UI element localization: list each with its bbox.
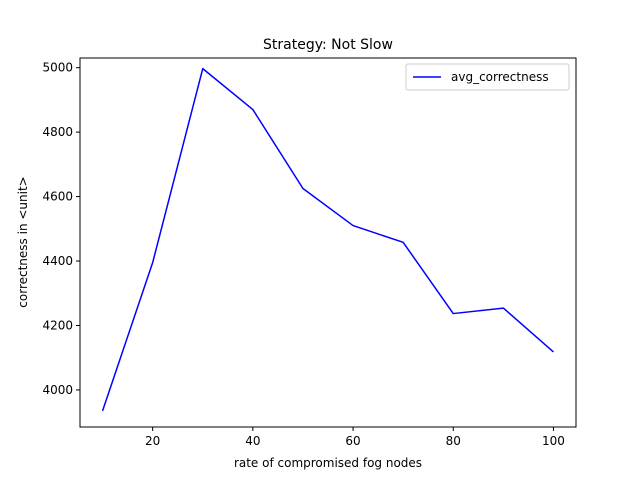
y-axis: 4000 4200 4400 4600 4800 5000	[42, 61, 80, 397]
y-axis-label: correctness in <unit>	[16, 176, 30, 307]
x-axis: 20 40 60 80 100	[145, 427, 565, 448]
x-tick-label: 20	[145, 434, 160, 448]
chart-title: Strategy: Not Slow	[263, 37, 393, 53]
data-point	[152, 262, 154, 264]
series-layer	[101, 67, 555, 412]
plot-frame	[79, 57, 577, 428]
data-point	[503, 307, 505, 309]
data-point	[302, 188, 304, 190]
data-point	[402, 242, 404, 244]
y-tick-label: 4600	[42, 190, 73, 204]
legend: avg_correctness	[405, 63, 570, 91]
y-tick-label: 5000	[42, 61, 73, 75]
series-line	[101, 67, 554, 412]
y-tick-label: 4000	[42, 383, 73, 397]
x-tick-label: 40	[245, 434, 260, 448]
legend-label: avg_correctness	[451, 70, 549, 84]
x-tick-label: 60	[345, 434, 360, 448]
plot-area	[79, 57, 577, 428]
y-tick-label: 4200	[42, 318, 73, 332]
data-point	[553, 351, 555, 353]
data-point	[102, 410, 104, 412]
y-tick-label: 4800	[42, 125, 73, 139]
data-point	[352, 225, 354, 227]
data-point	[452, 313, 454, 315]
x-axis-label: rate of compromised fog nodes	[234, 456, 422, 470]
x-tick-label: 80	[446, 434, 461, 448]
data-point	[252, 109, 254, 111]
data-point	[202, 68, 204, 70]
legend-box	[405, 63, 570, 91]
x-tick-label: 100	[542, 434, 565, 448]
y-tick-label: 4400	[42, 254, 73, 268]
